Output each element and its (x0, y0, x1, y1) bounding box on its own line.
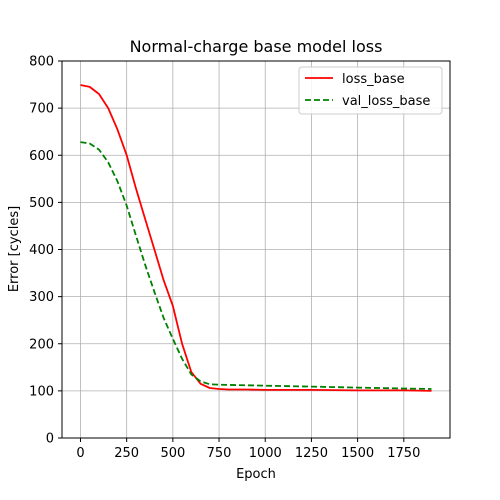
y-tick-label: 0 (46, 432, 54, 447)
y-axis-label: Error [cycles] (7, 206, 22, 292)
legend-box (298, 66, 443, 115)
y-tick-label: 200 (29, 337, 54, 352)
y-tick-label: 700 (29, 102, 54, 117)
x-tick-label: 1750 (387, 446, 420, 461)
legend: loss_base val_loss_base (298, 66, 443, 115)
y-tick-label: 400 (29, 243, 54, 258)
y-tick-label: 100 (29, 384, 54, 399)
x-tick-label: 750 (207, 446, 232, 461)
series-line-loss-base (80, 84, 432, 392)
x-tick-label: 1250 (295, 446, 328, 461)
series-line-val-loss-base (80, 141, 432, 390)
legend-label-val-loss-base: val_loss_base (342, 94, 430, 109)
y-tick-label: 800 (29, 55, 54, 70)
y-tick-label: 300 (29, 290, 54, 305)
grid (62, 60, 450, 439)
series-lines (80, 84, 432, 392)
legend-label-loss-base: loss_base (342, 72, 405, 87)
y-tick-label: 600 (29, 149, 54, 164)
x-tick-label: 0 (76, 446, 84, 461)
chart-title: Normal-charge base model loss (130, 37, 383, 56)
x-axis-ticks: 0 250 500 750 1000 1250 1500 1750 (76, 438, 420, 461)
x-tick-label: 500 (160, 446, 185, 461)
x-tick-label: 1000 (249, 446, 282, 461)
x-tick-label: 1500 (341, 446, 374, 461)
x-tick-label: 250 (114, 446, 139, 461)
x-axis-label: Epoch (236, 467, 276, 482)
y-axis-ticks: 0 100 200 300 400 500 600 700 800 (29, 55, 62, 447)
y-tick-label: 500 (29, 196, 54, 211)
